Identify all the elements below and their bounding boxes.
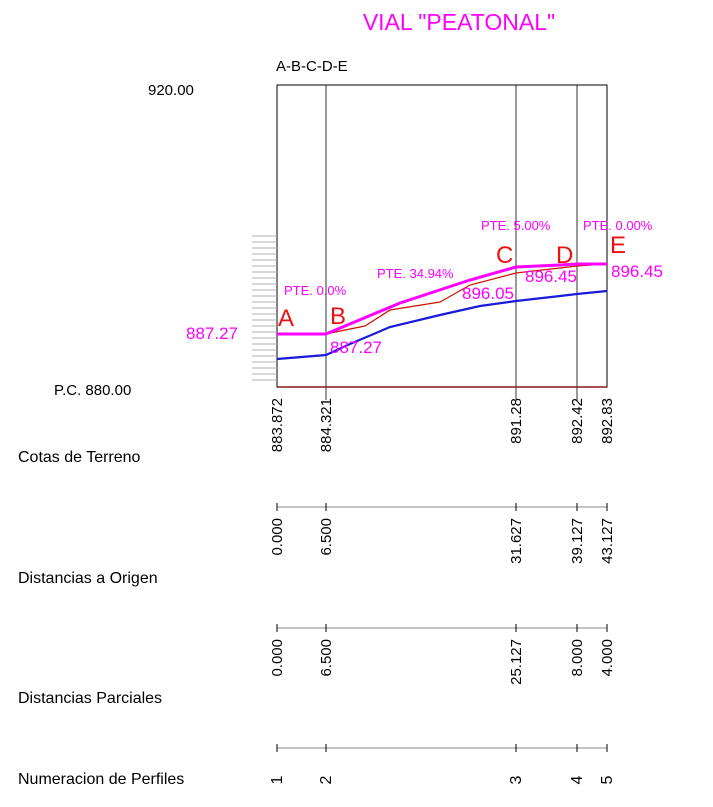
profile-parcial-value: 0.000: [269, 639, 286, 677]
profile-origen-value: 0.000: [269, 518, 286, 556]
profile-cota-value: 892.83: [599, 398, 616, 444]
elevation-base-label: P.C. 880.00: [54, 382, 131, 399]
profile-origen-value: 43.127: [599, 518, 616, 564]
profile-parcial-value: 25.127: [508, 639, 525, 685]
slope-label-cd: PTE. 5.00%: [481, 218, 551, 233]
grade-line: [277, 262, 607, 336]
drawing-title: VIAL "PEATONAL": [363, 9, 555, 35]
row-label-perfiles: Numeracion de Perfiles: [18, 771, 184, 788]
profile-number: 4: [569, 775, 586, 784]
slope-label-bc: PTE. 34.94%: [377, 266, 454, 281]
profile-parcial-value: 8.000: [569, 639, 586, 677]
elevation-grid-ticks: [252, 235, 277, 381]
point-elevation-a: 887.27: [186, 324, 238, 343]
profile-origen-value: 6.500: [318, 518, 335, 556]
row-label-cotas: Cotas de Terreno: [18, 449, 141, 466]
row-label-distancias-parciales: Distancias Parciales: [18, 690, 162, 707]
point-letter-e: E: [610, 232, 626, 259]
elevation-top-label: 920.00: [148, 82, 194, 99]
profile-cota-value: 891.28: [508, 398, 525, 444]
profile-parcial-value: 4.000: [599, 639, 616, 677]
point-letter-c: C: [496, 242, 513, 269]
point-letter-d: D: [556, 242, 573, 269]
profile-number: 1: [269, 775, 286, 784]
point-elevation-b: 887.27: [330, 338, 382, 357]
point-elevation-d: 896.45: [525, 267, 577, 286]
point-elevation-c: 896.05: [462, 284, 514, 303]
subgrade-line: [276, 289, 608, 361]
profile-number: 5: [599, 775, 616, 784]
profile-column-values: 883.872 0.000 0.000 1 884.321 6.500 6.500 2 891.…: [269, 398, 616, 784]
point-letter-b: B: [330, 303, 346, 330]
profile-origen-value: 39.127: [569, 518, 586, 564]
profile-cota-value: 883.872: [269, 398, 286, 452]
slope-label-ab: PTE. 0.0%: [284, 283, 347, 298]
profile-number: 2: [318, 775, 335, 784]
profile-number: 3: [508, 775, 525, 784]
point-letter-a: A: [278, 305, 294, 332]
profile-frame: [276, 84, 608, 388]
alignment-label: A-B-C-D-E: [276, 58, 348, 75]
profile-vertical-lines: [325, 85, 578, 400]
point-elevation-e: 896.45: [611, 262, 663, 281]
profile-origen-value: 31.627: [508, 518, 525, 564]
profile-cota-value: 892.42: [569, 398, 586, 444]
profile-cota-value: 884.321: [318, 398, 335, 452]
terrain-line: [277, 263, 608, 335]
profile-parcial-value: 6.500: [318, 639, 335, 677]
row-label-distancias-origen: Distancias a Origen: [18, 570, 158, 587]
slope-label-de: PTE. 0.00%: [583, 218, 653, 233]
